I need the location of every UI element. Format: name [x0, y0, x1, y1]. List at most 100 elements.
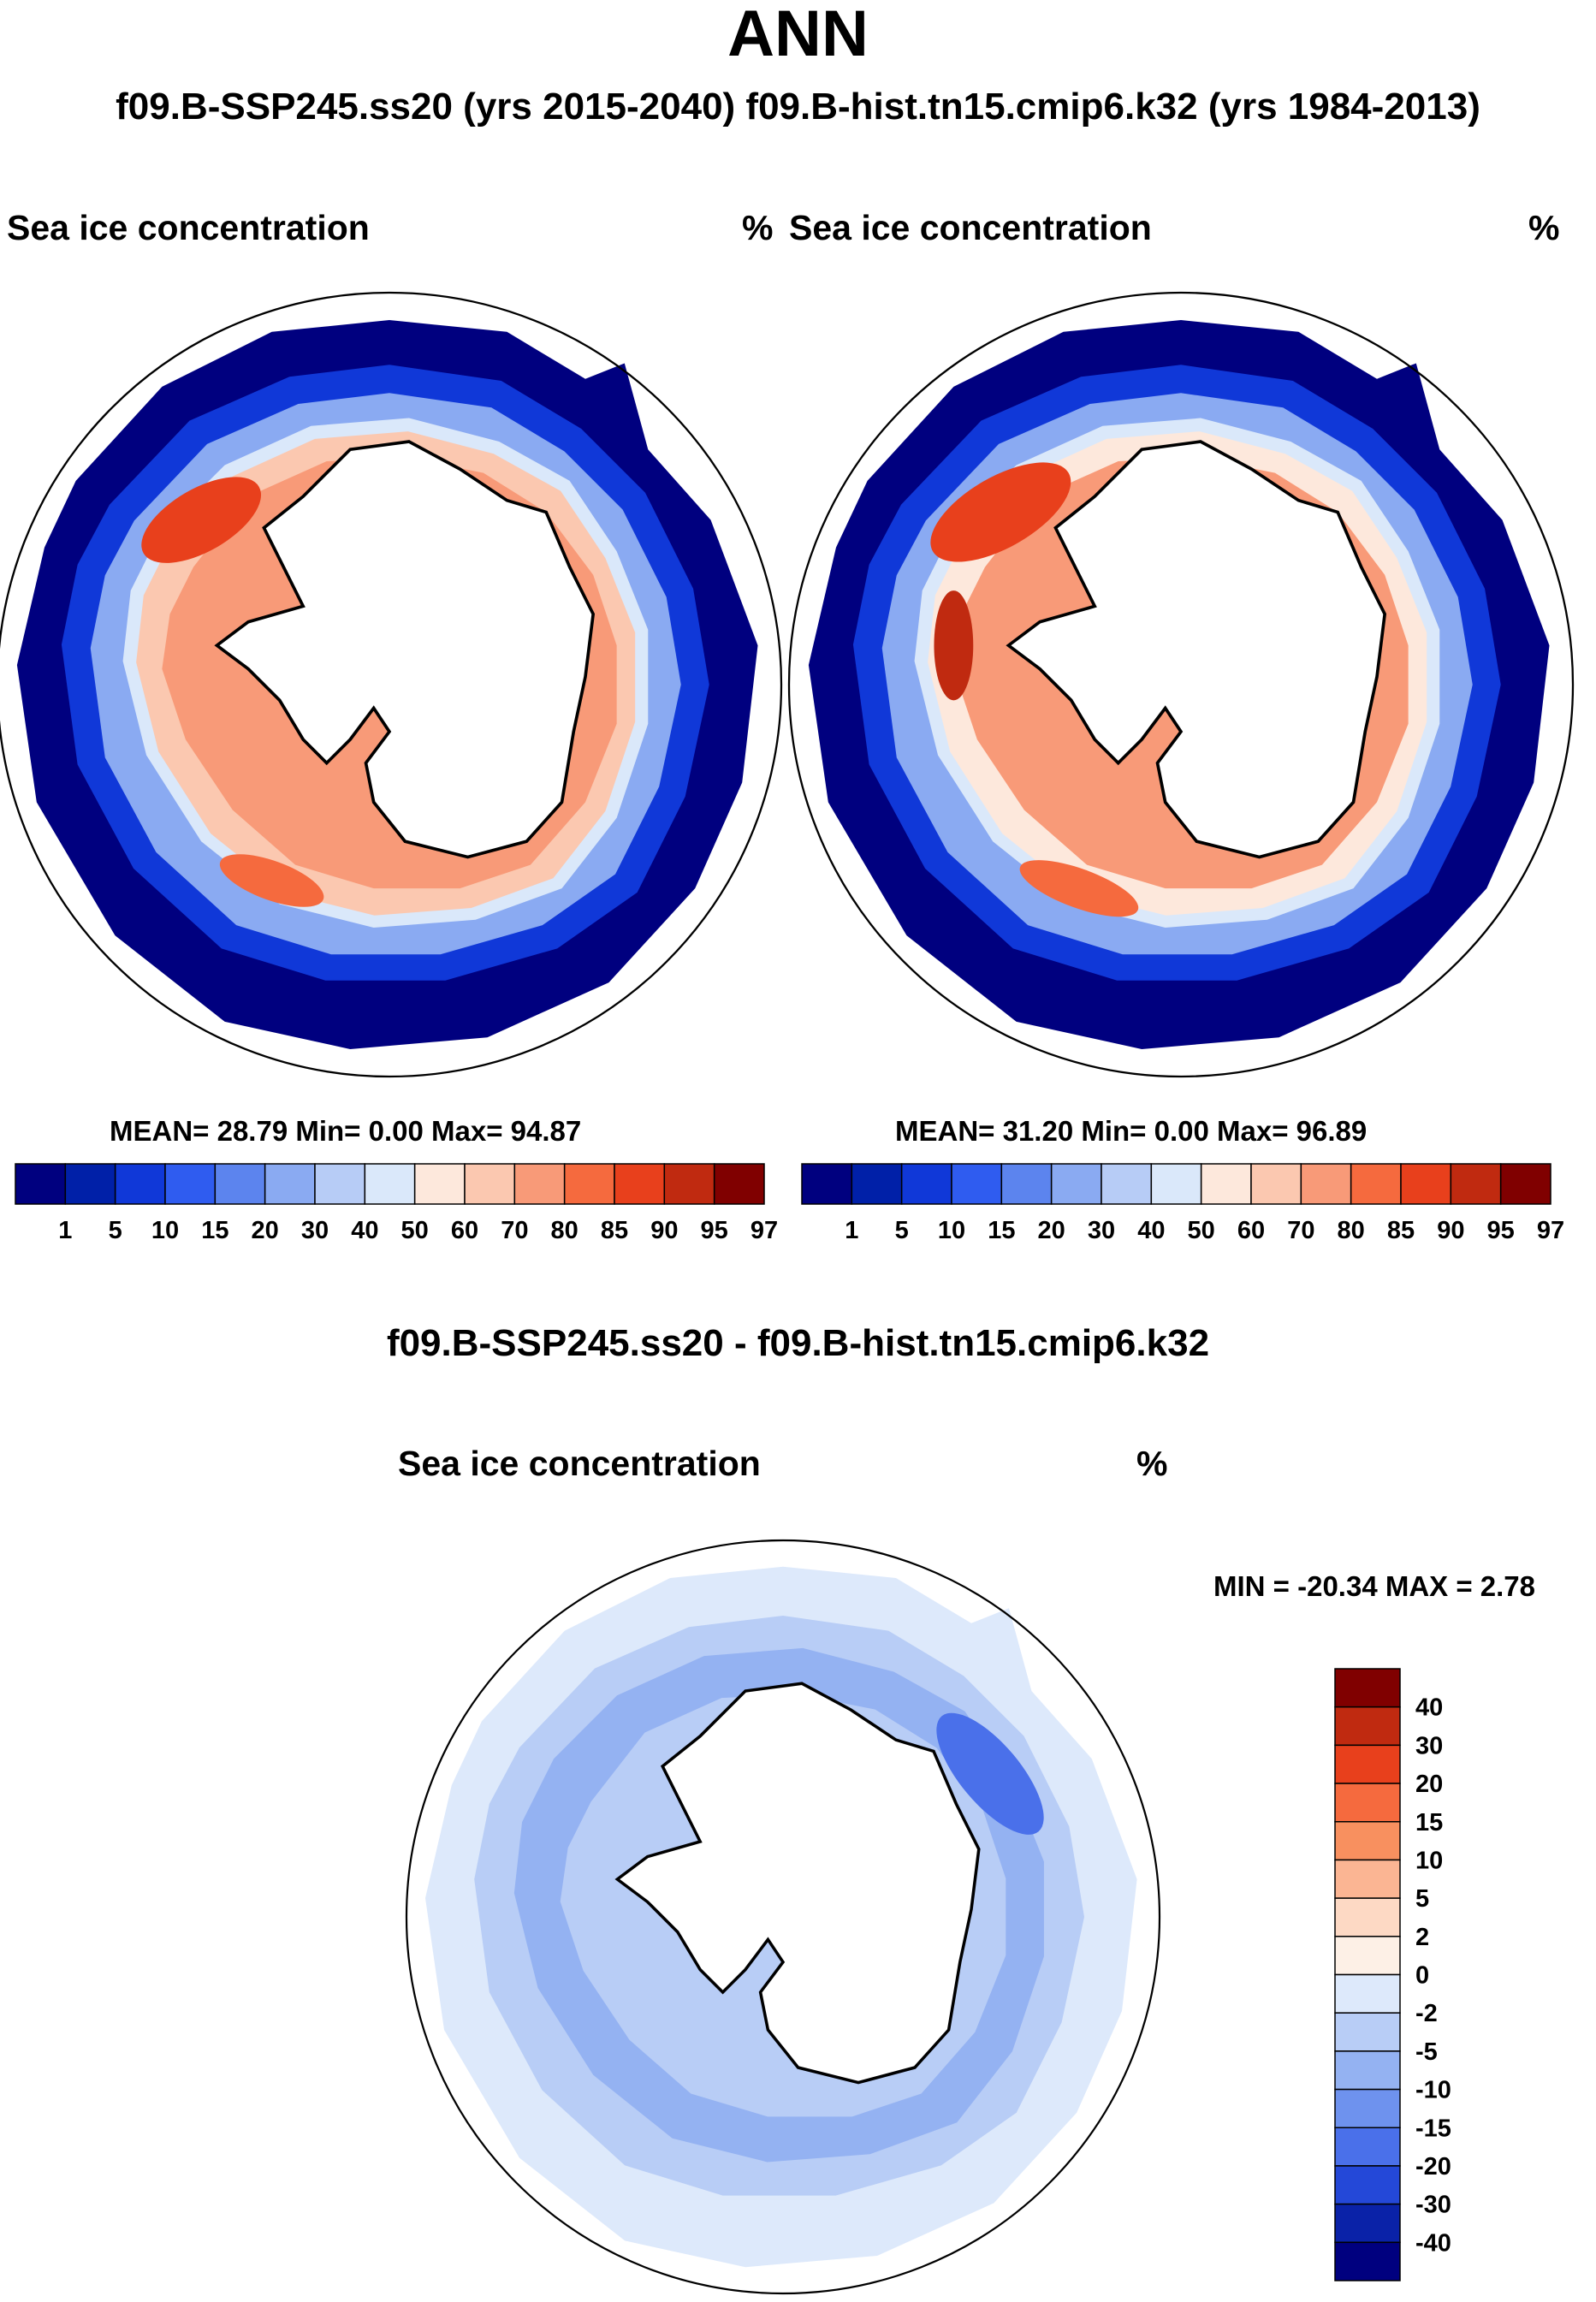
- left-colorbar-swatch: [464, 1163, 516, 1205]
- difference-colorbar-tick-label: 0: [1415, 1962, 1429, 1990]
- left-colorbar-tick-label: 90: [650, 1217, 678, 1244]
- right-colorbar-swatch: [900, 1163, 952, 1205]
- right-map: [787, 293, 1573, 1078]
- left-colorbar-swatch: [64, 1163, 116, 1205]
- right-colorbar-tick-label: 40: [1137, 1217, 1165, 1244]
- right-colorbar-swatch: [1250, 1163, 1302, 1205]
- difference-colorbar-tick-label: -20: [1415, 2153, 1451, 2180]
- difference-colorbar-swatch: [1334, 1668, 1401, 1708]
- left-colorbar-swatch: [614, 1163, 666, 1205]
- difference-colorbar-swatch: [1334, 2012, 1401, 2052]
- right-colorbar-swatch: [1000, 1163, 1053, 1205]
- left-colorbar-tick-label: 80: [551, 1217, 578, 1244]
- right-colorbar-tick-label: 5: [895, 1217, 909, 1244]
- page-subtitle: f09.B-SSP245.ss20 (yrs 2015-2040) f09.B-…: [116, 86, 1480, 128]
- right-colorbar-swatch: [1400, 1163, 1452, 1205]
- diff-panel-stats: MIN = -20.34 MAX = 2.78: [1213, 1570, 1536, 1602]
- difference-colorbar-swatch: [1334, 2165, 1401, 2205]
- right-colorbar-tick-label: 90: [1437, 1217, 1464, 1244]
- difference-colorbar-swatch: [1334, 1783, 1401, 1823]
- right-panel-units: %: [1528, 208, 1560, 247]
- right-colorbar-swatch: [851, 1163, 903, 1205]
- right-colorbar-tick-label: 30: [1088, 1217, 1115, 1244]
- difference-map: [405, 1540, 1160, 2295]
- difference-colorbar-tick-label: -2: [1415, 2000, 1438, 2027]
- right-map-weddell-max: [930, 462, 1071, 562]
- left-panel-units: %: [742, 208, 774, 247]
- difference-colorbar-tick-label: 40: [1415, 1694, 1443, 1722]
- difference-map-band-minus15: [936, 1712, 1044, 1835]
- diff-panel-units: %: [1136, 1444, 1168, 1483]
- left-colorbar-tick-label: 70: [501, 1217, 528, 1244]
- right-colorbar-swatch: [1150, 1163, 1202, 1205]
- right-colorbar-tick-label: 95: [1487, 1217, 1515, 1244]
- left-colorbar-tick-label: 30: [301, 1217, 329, 1244]
- left-map-weddell-max: [141, 477, 262, 563]
- left-colorbar-tick-label: 60: [451, 1217, 478, 1244]
- difference-colorbar-tick-label: -5: [1415, 2038, 1438, 2066]
- left-colorbar-tick-label: 50: [401, 1217, 429, 1244]
- left-colorbar-swatch: [513, 1163, 566, 1205]
- difference-colorbar-tick-label: 10: [1415, 1847, 1443, 1874]
- right-colorbar-swatch: [1450, 1163, 1502, 1205]
- left-map-ross-max: [219, 854, 324, 907]
- left-panel-stats: MEAN= 28.79 Min= 0.00 Max= 94.87: [110, 1115, 582, 1147]
- left-colorbar-swatch: [563, 1163, 615, 1205]
- difference-colorbar-swatch: [1334, 1936, 1401, 1976]
- right-colorbar-tick-label: 20: [1038, 1217, 1065, 1244]
- left-colorbar-tick-label: 85: [601, 1217, 628, 1244]
- left-colorbar-swatch: [663, 1163, 715, 1205]
- right-colorbar-swatch: [801, 1163, 853, 1205]
- difference-colorbar-tick-label: -10: [1415, 2077, 1451, 2104]
- difference-colorbar-tick-label: 2: [1415, 1924, 1429, 1951]
- right-colorbar-tick-label: 70: [1287, 1217, 1314, 1244]
- difference-colorbar-tick-label: 15: [1415, 1809, 1443, 1836]
- difference-colorbar-tick-label: -40: [1415, 2229, 1451, 2257]
- right-colorbar-swatch: [1101, 1163, 1153, 1205]
- difference-colorbar-swatch: [1334, 2203, 1401, 2244]
- left-colorbar-swatch: [713, 1163, 765, 1205]
- left-colorbar: 1 5 10 15 20 30 40 50 60 70 80 85 90 95 97: [15, 1163, 778, 1244]
- right-colorbar-tick-label: 60: [1237, 1217, 1265, 1244]
- right-colorbar-tick-label: 85: [1387, 1217, 1415, 1244]
- right-colorbar-tick-label: 15: [988, 1217, 1015, 1244]
- difference-colorbar-swatch: [1334, 1706, 1401, 1747]
- right-map-ross-max: [1019, 860, 1139, 917]
- difference-colorbar-swatch: [1334, 1821, 1401, 1861]
- left-panel-variable: Sea ice concentration: [7, 208, 370, 247]
- left-colorbar-tick-label: 5: [109, 1217, 122, 1244]
- page-title: ANN: [727, 0, 869, 70]
- left-map: [0, 291, 783, 1078]
- left-map-border: [0, 291, 783, 1078]
- right-colorbar-swatch: [1050, 1163, 1102, 1205]
- right-panel-stats: MEAN= 31.20 Min= 0.00 Max= 96.89: [895, 1115, 1368, 1147]
- right-colorbar: 1 5 10 15 20 30 40 50 60 70 80 85 90 95 97: [801, 1163, 1564, 1244]
- difference-colorbar-swatch: [1334, 2050, 1401, 2091]
- left-colorbar-swatch: [15, 1163, 67, 1205]
- left-colorbar-tick-label: 20: [252, 1217, 279, 1244]
- left-colorbar-swatch: [264, 1163, 316, 1205]
- diff-panel-variable: Sea ice concentration: [398, 1444, 761, 1483]
- left-colorbar-tick-label: 15: [201, 1217, 228, 1244]
- right-colorbar-swatch: [1499, 1163, 1552, 1205]
- difference-colorbar-swatch: [1334, 1897, 1401, 1937]
- right-colorbar-tick-label: 1: [845, 1217, 858, 1244]
- difference-colorbar-tick-label: 30: [1415, 1732, 1443, 1759]
- right-colorbar-tick-label: 97: [1537, 1217, 1564, 1244]
- left-colorbar-swatch: [164, 1163, 217, 1205]
- left-colorbar-tick-label: 1: [58, 1217, 72, 1244]
- difference-colorbar-tick-label: -30: [1415, 2192, 1451, 2219]
- left-colorbar-swatch: [214, 1163, 266, 1205]
- difference-colorbar-swatch: [1334, 2127, 1401, 2167]
- right-map-peninsula-max: [934, 590, 974, 701]
- difference-colorbar-swatch: [1334, 2088, 1401, 2128]
- difference-colorbar-tick-label: -15: [1415, 2115, 1451, 2142]
- difference-colorbar-swatch: [1334, 1859, 1401, 1899]
- left-colorbar-tick-label: 95: [701, 1217, 728, 1244]
- left-colorbar-swatch: [314, 1163, 366, 1205]
- right-colorbar-swatch: [1300, 1163, 1352, 1205]
- difference-colorbar-tick-label: 5: [1415, 1885, 1429, 1913]
- right-colorbar-swatch: [1200, 1163, 1252, 1205]
- difference-colorbar-swatch: [1334, 1973, 1401, 2014]
